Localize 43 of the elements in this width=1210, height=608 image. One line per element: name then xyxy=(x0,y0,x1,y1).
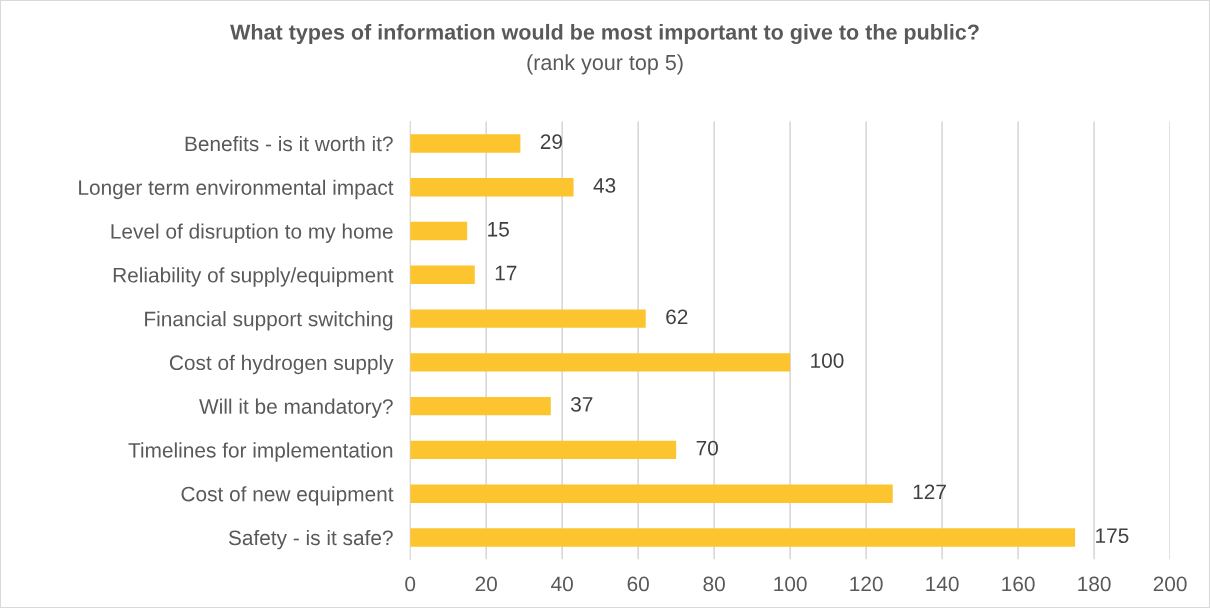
y-tick-label: Reliability of supply/equipment xyxy=(113,267,394,287)
y-tick-label: Will it be mandatory? xyxy=(199,398,393,419)
x-tick-label: 0 xyxy=(405,576,416,592)
y-tick-label: Level of disruption to my home xyxy=(111,223,393,243)
x-tick-label: 180 xyxy=(1078,576,1111,592)
data-label: 175 xyxy=(1096,528,1129,544)
y-tick-label: Financial support switching xyxy=(145,311,393,331)
x-tick-label: 140 xyxy=(926,576,959,592)
x-tick-label: 80 xyxy=(703,576,725,592)
x-tick-label: 200 xyxy=(1153,576,1187,592)
y-tick-label: Safety - is it safe? xyxy=(228,529,393,550)
bar xyxy=(410,440,677,460)
data-label: 70 xyxy=(696,440,718,456)
y-tick-label: Cost of hydrogen supply xyxy=(169,354,394,375)
x-tick-label: 20 xyxy=(475,576,497,592)
bar xyxy=(410,178,574,197)
y-tick-label: Longer term environmental impact xyxy=(79,179,394,200)
bar xyxy=(410,353,791,372)
bar xyxy=(410,309,646,328)
y-tick-label: Cost of new equipment xyxy=(181,486,394,506)
bar xyxy=(410,396,551,416)
data-label: 15 xyxy=(488,222,509,237)
bar xyxy=(410,528,1076,547)
x-tick-label: 160 xyxy=(1002,576,1035,592)
data-label: 37 xyxy=(571,396,593,412)
chart-title: What types of information would be most important to give to the public? xyxy=(230,23,979,45)
data-label: 29 xyxy=(540,134,562,150)
data-label: 62 xyxy=(666,309,688,325)
data-label: 43 xyxy=(593,178,616,193)
x-tick-label: 100 xyxy=(774,576,807,592)
x-tick-label: 60 xyxy=(627,576,649,592)
bar xyxy=(410,265,475,285)
data-label: 127 xyxy=(913,484,946,500)
data-label: 100 xyxy=(811,353,844,368)
chart-subtitle: (rank your top 5) xyxy=(527,54,683,75)
data-label: 17 xyxy=(495,265,517,281)
y-tick-label: Timelines for implementation xyxy=(128,442,393,462)
x-tick-label: 40 xyxy=(551,576,573,592)
bar xyxy=(410,221,468,241)
y-tick-label: Benefits - is it worth it? xyxy=(185,135,393,152)
x-tick-label: 120 xyxy=(850,576,883,592)
bar xyxy=(410,484,893,503)
bar xyxy=(410,134,521,153)
